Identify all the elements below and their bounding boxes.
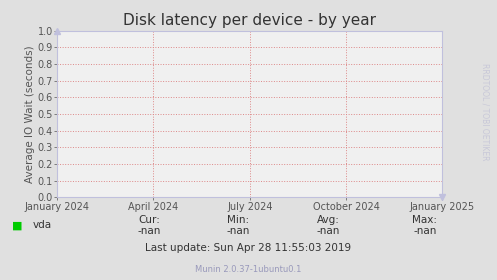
- Title: Disk latency per device - by year: Disk latency per device - by year: [123, 13, 376, 28]
- Text: Munin 2.0.37-1ubuntu0.1: Munin 2.0.37-1ubuntu0.1: [195, 265, 302, 274]
- Text: Avg:: Avg:: [317, 215, 339, 225]
- Text: -nan: -nan: [413, 226, 437, 236]
- Text: -nan: -nan: [316, 226, 340, 236]
- Text: -nan: -nan: [227, 226, 250, 236]
- Text: vda: vda: [32, 220, 51, 230]
- Text: Cur:: Cur:: [138, 215, 160, 225]
- Text: Min:: Min:: [228, 215, 249, 225]
- Text: ■: ■: [12, 220, 23, 230]
- Text: Max:: Max:: [413, 215, 437, 225]
- Text: -nan: -nan: [137, 226, 161, 236]
- Y-axis label: Average IO Wait (seconds): Average IO Wait (seconds): [25, 45, 35, 183]
- Text: Last update: Sun Apr 28 11:55:03 2019: Last update: Sun Apr 28 11:55:03 2019: [146, 243, 351, 253]
- Text: RRDTOOL / TOBI OETIKER: RRDTOOL / TOBI OETIKER: [480, 63, 489, 161]
